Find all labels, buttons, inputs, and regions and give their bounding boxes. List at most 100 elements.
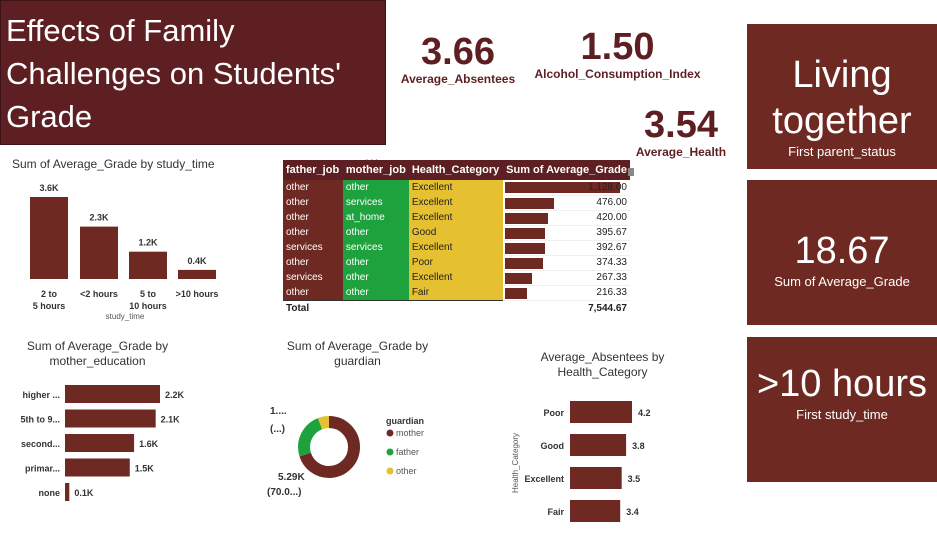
data-bar	[505, 212, 548, 224]
kpi-alcohol: 1.50 Alcohol_Consumption_Index	[530, 27, 705, 81]
table-row[interactable]: other other Poor 374.33	[283, 255, 630, 271]
data-label: 0.4K	[187, 256, 207, 266]
tick-label: 5 to	[140, 289, 157, 299]
table-cell: other	[342, 255, 409, 270]
bar	[129, 251, 167, 279]
legend-label: father	[396, 447, 419, 457]
table-row[interactable]: other other Fair 216.33	[283, 285, 630, 301]
data-label: 3.5	[628, 474, 641, 484]
data-label: 2.2K	[165, 390, 185, 400]
table-cell-grade: 1,128.00	[503, 180, 630, 196]
table-cell: services	[283, 270, 343, 285]
data-bar	[505, 272, 533, 284]
table-cell: other	[342, 285, 409, 300]
tick-label: none	[39, 488, 61, 498]
card-study-time-value: >10 hours	[756, 363, 928, 405]
tick-label: Fair	[547, 507, 564, 517]
legend-label: other	[396, 466, 417, 476]
legend-label: mother	[396, 428, 424, 438]
card-avg-grade-label: Sum of Average_Grade	[774, 274, 910, 289]
dashboard-title: Effects of Family Challenges on Students…	[6, 13, 342, 134]
legend-marker	[386, 448, 394, 456]
tick-label: higher ...	[22, 390, 60, 400]
table-row[interactable]: other other Good 395.67	[283, 225, 630, 241]
data-bar	[505, 242, 546, 254]
legend-title: guardian	[386, 416, 424, 426]
table-cell: services	[283, 240, 343, 255]
tick-label: Good	[541, 441, 565, 451]
bar	[30, 197, 68, 279]
tick-label: 2 to	[41, 289, 58, 299]
table-total-row: Total 7,544.67	[283, 299, 630, 316]
chart-mother-education-title: Sum of Average_Grade by mother_education	[26, 339, 169, 368]
bar	[570, 467, 622, 489]
tick-label: 5th to 9...	[20, 415, 60, 425]
table-row[interactable]: services other Excellent 267.33	[283, 270, 630, 286]
total-value: 7,544.67	[503, 299, 630, 316]
cell-value: 374.33	[596, 257, 627, 268]
table-cell: Excellent	[408, 195, 504, 210]
data-bar	[505, 257, 544, 269]
card-avg-grade: 18.67 Sum of Average_Grade	[747, 180, 937, 325]
kpi-alcohol-value: 1.50	[580, 26, 655, 68]
title-panel: Effects of Family Challenges on Students…	[0, 0, 386, 145]
donut-slice	[298, 416, 360, 478]
cell-value: 392.67	[596, 242, 627, 253]
card-avg-grade-value: 18.67	[794, 230, 890, 272]
card-parent-status: Living together First parent_status	[747, 24, 937, 169]
donut-slice	[298, 416, 360, 478]
table-cell-grade: 420.00	[503, 210, 630, 226]
cell-value: 216.33	[596, 287, 627, 298]
card-parent-status-value: Living together	[772, 54, 912, 142]
table-cell: other	[283, 195, 343, 210]
data-label: 2.3K	[89, 213, 109, 223]
tick-label: 10 hours	[129, 301, 167, 311]
table-cell: Good	[408, 225, 504, 240]
card-study-time-label: First study_time	[796, 407, 888, 422]
data-label: 1.5K	[135, 464, 155, 474]
data-label: 2.1K	[161, 415, 181, 425]
card-parent-status-label: First parent_status	[788, 144, 896, 159]
bar	[570, 434, 627, 456]
data-bar	[505, 182, 621, 193]
table-cell-grade: 392.67	[503, 240, 630, 256]
bar	[570, 401, 632, 423]
total-label: Total	[283, 299, 504, 316]
column-header[interactable]: father_job	[283, 160, 343, 180]
y-axis-label: Health_Category	[511, 433, 520, 493]
column-header[interactable]: mother_job	[342, 160, 409, 180]
table-cell-grade: 267.33	[503, 270, 630, 286]
table-cell: at_home	[342, 210, 409, 225]
table-row[interactable]: other at_home Excellent 420.00	[283, 210, 630, 226]
chart-study-time: 3.6K 2 to 5 hours 2.3K <2 hours 1.2K 5 to 10 ho…	[30, 183, 218, 321]
legend-marker	[386, 467, 394, 475]
bar	[65, 458, 130, 477]
tick-label: primar...	[25, 464, 60, 474]
column-header[interactable]: Health_Category	[408, 160, 504, 180]
data-label: 1.2K	[138, 238, 158, 248]
table-row[interactable]: other services Excellent 476.00	[283, 195, 630, 211]
tick-label: Poor	[543, 408, 564, 418]
table-scrollbar[interactable]	[628, 168, 634, 176]
table-row[interactable]: services services Excellent 392.67	[283, 240, 630, 256]
slice-label: 1....	[270, 406, 287, 417]
slice-label: (...)	[270, 424, 285, 435]
table-cell: other	[283, 210, 343, 225]
table-cell: Fair	[408, 285, 504, 300]
data-label: 3.4	[626, 507, 639, 517]
legend-marker	[386, 429, 394, 437]
bar	[65, 434, 135, 452]
table-row[interactable]: other other Excellent 1,128.00	[283, 180, 630, 196]
bar	[65, 483, 70, 501]
data-bar	[505, 287, 528, 299]
slice-label: (70.0...)	[267, 487, 301, 498]
cell-value: 395.67	[596, 227, 627, 238]
x-axis-label: study_time	[106, 312, 145, 321]
table-cell: services	[342, 195, 409, 210]
kpi-absentees: 3.66 Average_Absentees	[398, 32, 518, 86]
data-label: 3.6K	[39, 183, 59, 193]
cell-value: 476.00	[596, 197, 627, 208]
column-header-sorted[interactable]: Sum of Average_Grade	[503, 160, 630, 180]
kpi-absentees-value: 3.66	[421, 31, 495, 73]
cell-value: 420.00	[596, 212, 627, 223]
